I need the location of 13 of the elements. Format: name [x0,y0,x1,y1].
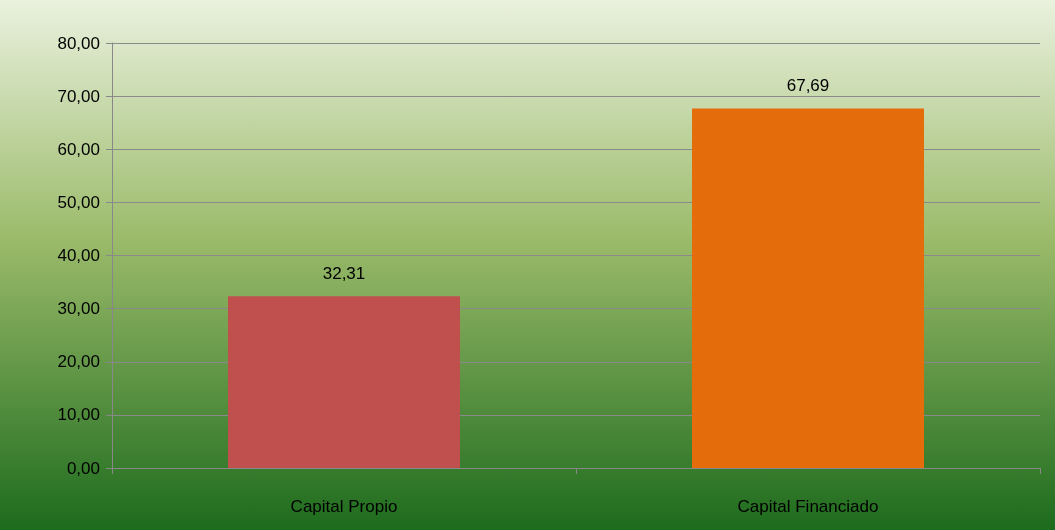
y-tick-label: 10,00 [57,405,100,425]
y-tick-label: 50,00 [57,192,100,212]
data-label: 32,31 [322,264,366,284]
y-tick-label: 60,00 [57,139,100,159]
y-tick-label: 80,00 [57,33,100,53]
y-tick-label: 40,00 [57,246,100,265]
y-tick-label: 70,00 [57,86,100,106]
y-tick-label: 20,00 [57,352,100,372]
data-label: 67,69 [786,76,830,96]
y-tick-label: 0,00 [66,458,100,478]
y-tick-label: 30,00 [57,299,100,319]
x-tick-label: Capital Financiado [737,497,879,516]
x-tick-label: Capital Propio [290,497,398,516]
